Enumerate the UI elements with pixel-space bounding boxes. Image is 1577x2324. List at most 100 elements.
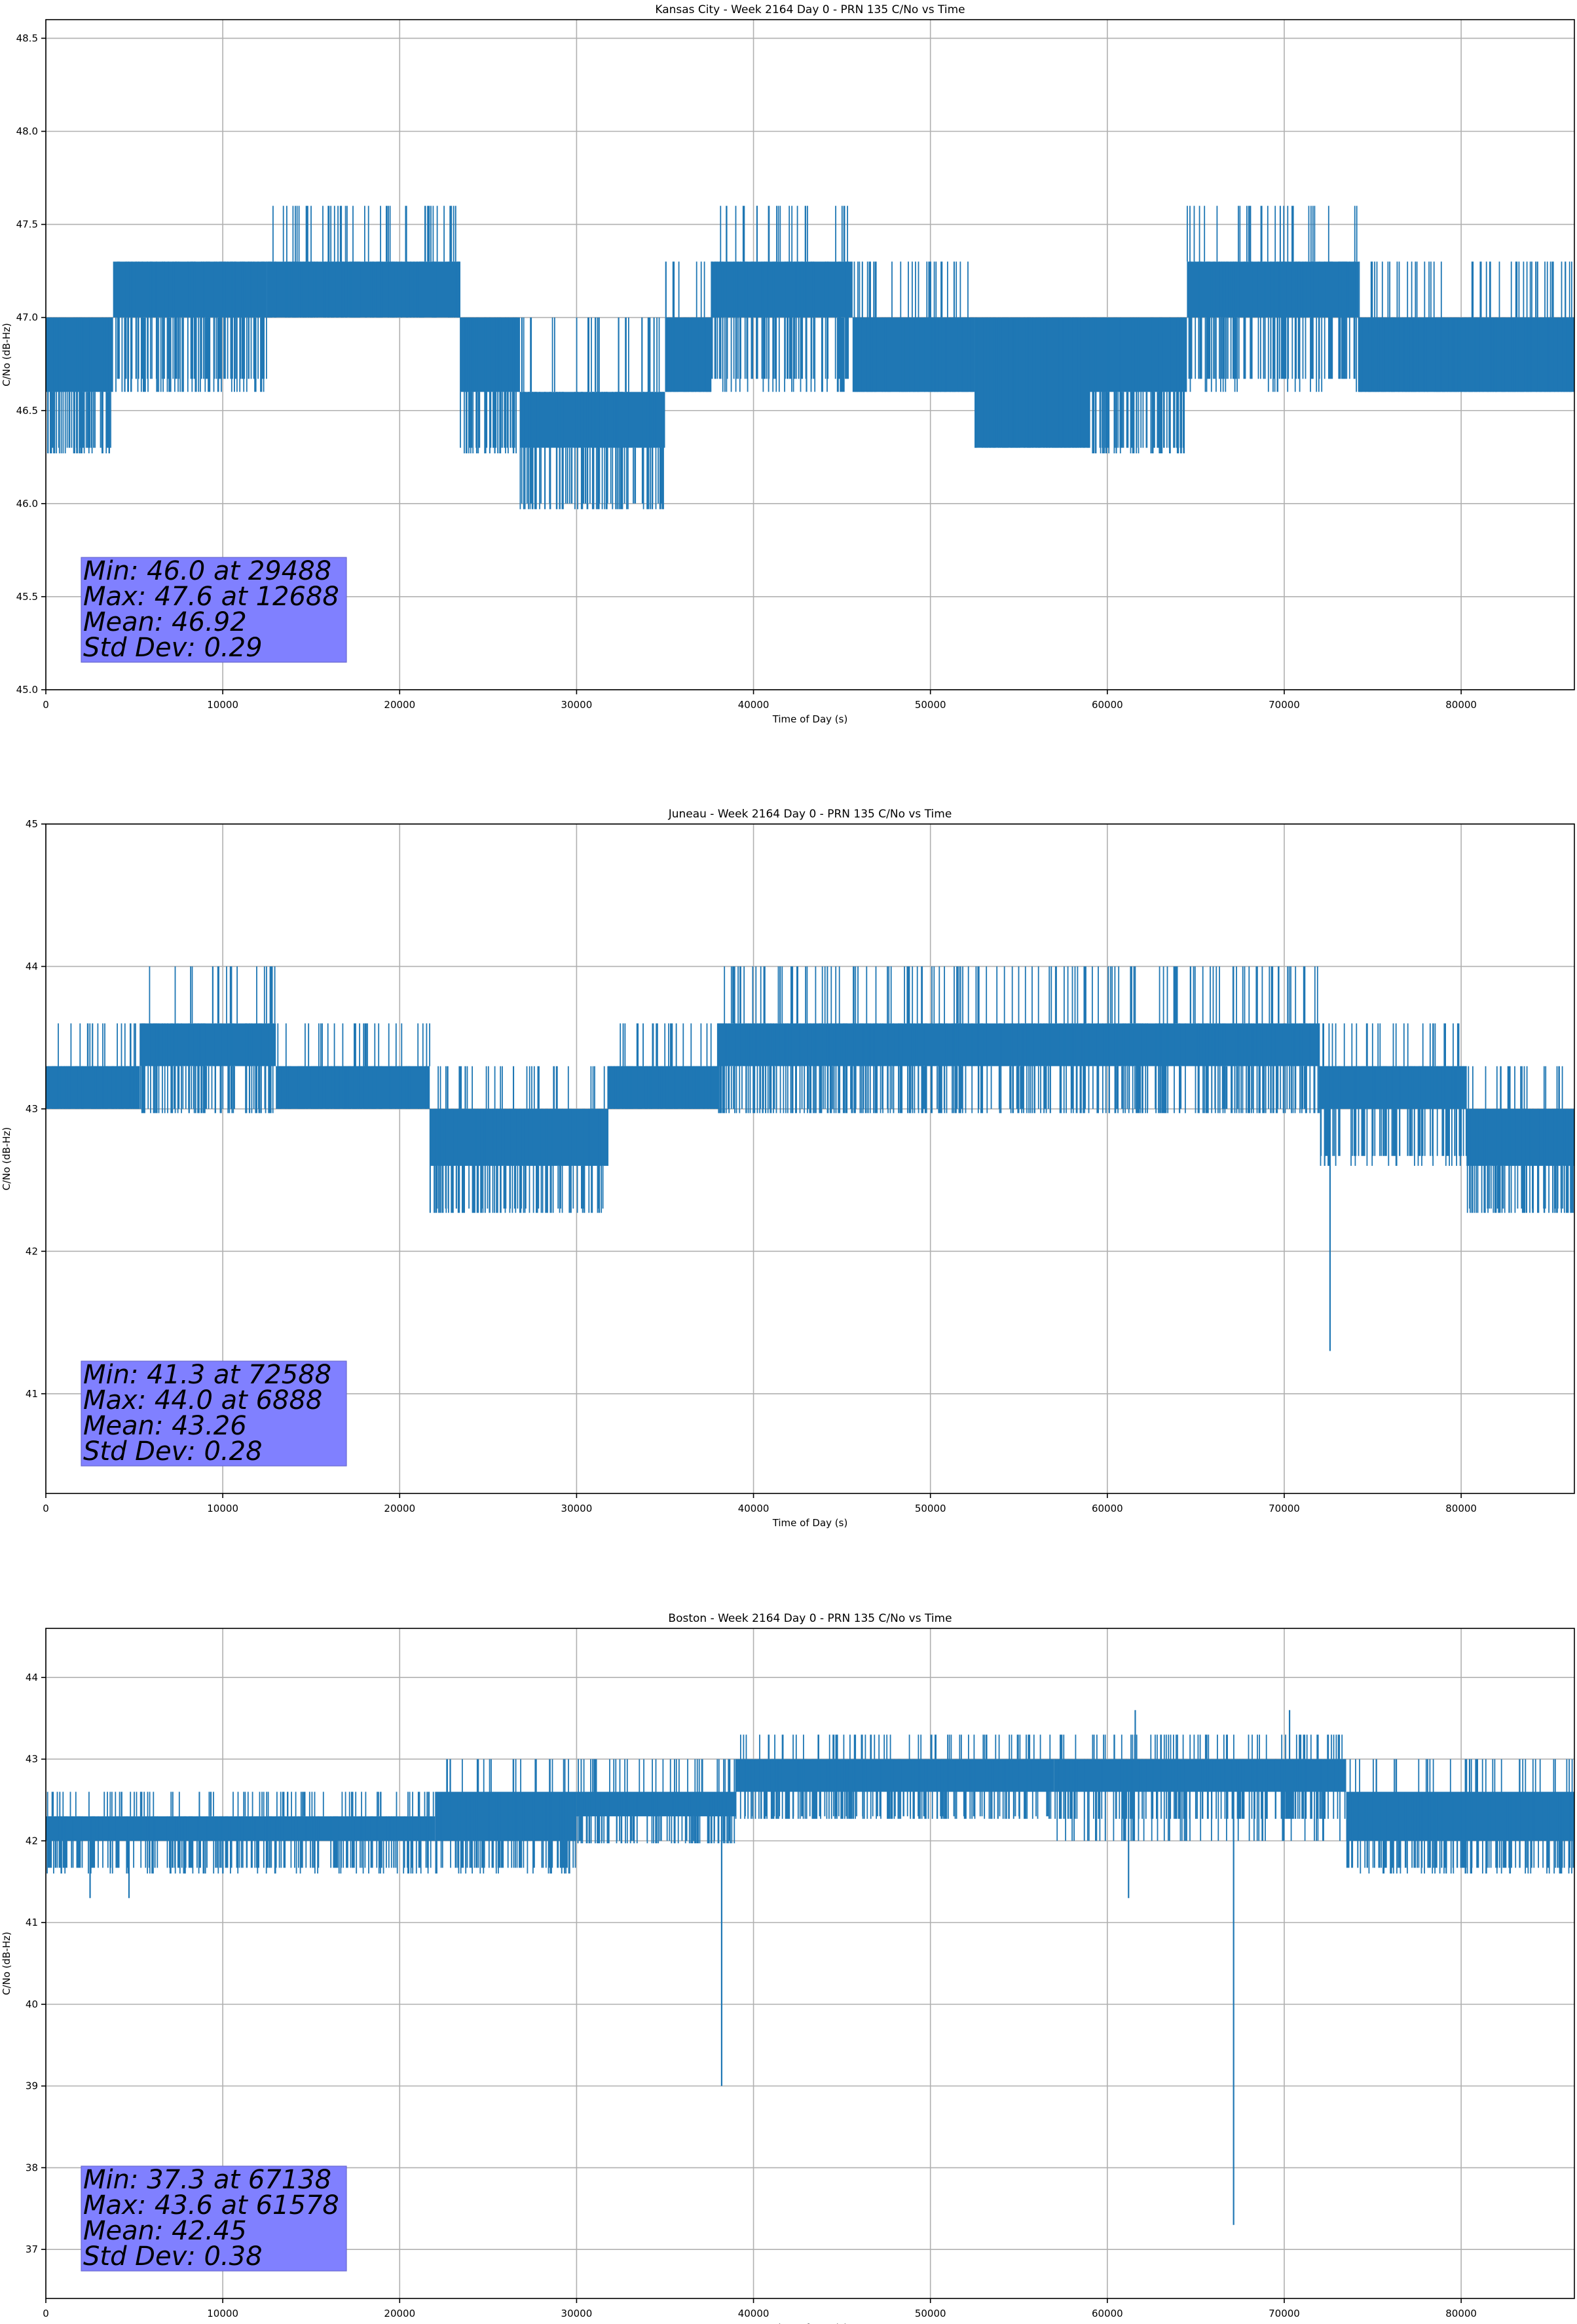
data-segment (1358, 261, 1574, 392)
stats-std: Std Dev: 0.29 (83, 633, 263, 663)
x-tick-label: 0 (43, 1503, 49, 1514)
y-tick-label: 44 (26, 960, 38, 972)
data-segment (974, 317, 1090, 448)
data-segment (429, 1066, 609, 1213)
y-tick-label: 45 (26, 818, 38, 830)
x-tick-label: 70000 (1269, 699, 1300, 711)
y-tick-label: 38 (26, 2162, 38, 2173)
data-strokes (460, 317, 517, 454)
stats-mean: Mean: 46.92 (83, 607, 247, 637)
chart-title: Boston - Week 2164 Day 0 - PRN 135 C/No … (668, 1612, 952, 1625)
data-segment (735, 1734, 1054, 1819)
data-strokes (1358, 261, 1572, 392)
x-tick-label: 30000 (561, 1503, 593, 1514)
data-strokes (853, 261, 974, 392)
data-band (430, 1108, 609, 1166)
data-segment (113, 261, 267, 392)
data-strokes (267, 206, 460, 318)
stats-mean: Mean: 43.26 (83, 1411, 247, 1441)
stats-std: Std Dev: 0.28 (83, 1436, 263, 1467)
y-tick-label: 46.5 (16, 405, 38, 417)
x-axis-label: Time of Day (s) (772, 2322, 848, 2324)
data-band (267, 261, 460, 318)
plot-frame (45, 19, 1575, 690)
y-tick-label: 37 (26, 2243, 38, 2255)
data-strokes (665, 261, 712, 392)
x-tick-label: 60000 (1092, 1503, 1123, 1514)
x-axis-label: Time of Day (s) (772, 713, 848, 725)
data-segment (608, 1023, 719, 1109)
data-segment (1466, 1066, 1574, 1213)
y-tick-label: 41 (26, 1388, 38, 1400)
data-segment (711, 206, 853, 392)
y-tick-label: 47.0 (16, 312, 38, 324)
data-strokes (139, 966, 276, 1114)
x-tick-label: 20000 (384, 1503, 415, 1514)
x-tick-label: 30000 (561, 699, 593, 711)
x-tick-label: 40000 (738, 1503, 770, 1514)
chart-panel: 0 10000 20000 30000 40000 50000 60000 70000 8000… (1, 1612, 1575, 2324)
y-tick-label: 46.0 (16, 498, 38, 510)
stats-min: Min: 37.3 at 67138 (83, 2165, 331, 2195)
y-tick-label: 40 (26, 1998, 38, 2010)
y-tick-label: 48.5 (16, 32, 38, 44)
data-strokes (46, 1791, 434, 1874)
y-axis-label: C/No (dB-Hz) (1, 1127, 12, 1191)
data-band (711, 261, 853, 318)
stats-box-background (81, 1360, 347, 1467)
data-strokes (1187, 206, 1358, 392)
stats-min: Min: 46.0 at 29488 (83, 556, 331, 586)
series-line (46, 206, 1574, 510)
x-tick-label: 80000 (1445, 699, 1477, 711)
stats-box-background (81, 557, 347, 663)
data-strokes (115, 261, 267, 392)
x-tick-label: 50000 (915, 1503, 946, 1514)
y-axis-label: C/No (dB-Hz) (1, 323, 12, 386)
data-strokes (974, 317, 1090, 448)
x-tick-label: 50000 (915, 699, 946, 711)
x-tick-label: 20000 (384, 2308, 415, 2319)
x-tick-label: 40000 (738, 2308, 770, 2319)
data-segment (1346, 1759, 1574, 1874)
data-strokes (435, 1759, 576, 1874)
stats-max: Max: 47.6 at 12688 (83, 582, 339, 612)
data-segment (665, 261, 712, 392)
y-tick-label: 43 (26, 1753, 38, 1765)
stats-max: Max: 43.6 at 61578 (83, 2190, 339, 2221)
data-strokes (429, 1066, 609, 1213)
y-axis-label: C/No (dB-Hz) (1, 1932, 12, 1995)
data-segment (718, 966, 1320, 1114)
ticks: 0 10000 20000 30000 40000 50000 60000 70000 8000… (16, 32, 1477, 711)
stats-mean: Mean: 42.45 (83, 2216, 247, 2246)
data-strokes (735, 1734, 1052, 1819)
data-strokes (1346, 1759, 1574, 1874)
series-line (46, 966, 1574, 1351)
data-strokes (1054, 1734, 1346, 1841)
ticks: 0 10000 20000 30000 40000 50000 60000 70000 8000… (26, 1672, 1477, 2319)
data-segment (267, 206, 460, 318)
x-tick-label: 60000 (1092, 2308, 1123, 2319)
x-tick-label: 0 (43, 2308, 49, 2319)
data-strokes (718, 966, 1320, 1114)
stats-box-background (81, 2165, 347, 2272)
data-segment (139, 966, 276, 1114)
data-segment (46, 1023, 140, 1109)
x-tick-label: 60000 (1092, 699, 1123, 711)
y-tick-label: 42 (26, 1835, 38, 1846)
y-tick-label: 47.5 (16, 219, 38, 231)
data-band (1466, 1108, 1574, 1166)
y-tick-label: 42 (26, 1245, 38, 1257)
stats-max: Max: 44.0 at 6888 (83, 1385, 322, 1415)
data-strokes (711, 206, 849, 392)
data-segment (519, 317, 665, 510)
y-tick-label: 45.0 (16, 684, 38, 696)
stats-min: Min: 41.3 at 72588 (83, 1360, 331, 1390)
data-strokes (1466, 1066, 1574, 1213)
chart-panel: 0 10000 20000 30000 40000 50000 60000 70000 8000… (1, 808, 1575, 1529)
y-tick-label: 48.0 (16, 126, 38, 138)
x-tick-label: 80000 (1445, 2308, 1477, 2319)
x-tick-label: 20000 (384, 699, 415, 711)
